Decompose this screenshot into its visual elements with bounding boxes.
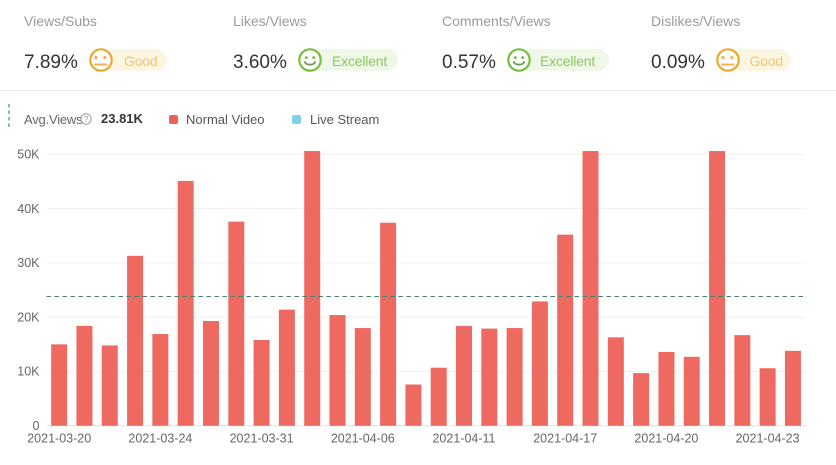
svg-text:2021-04-17: 2021-04-17: [533, 432, 597, 446]
svg-text:2021-04-20: 2021-04-20: [634, 432, 698, 446]
svg-text:2021-03-31: 2021-03-31: [230, 432, 294, 446]
svg-text:20K: 20K: [17, 310, 40, 324]
svg-text:0: 0: [33, 419, 40, 433]
svg-text:?: ?: [84, 115, 89, 124]
svg-text:2021-03-20: 2021-03-20: [27, 432, 91, 446]
svg-text:2021-04-23: 2021-04-23: [736, 432, 800, 446]
svg-text:2021-04-06: 2021-04-06: [331, 432, 395, 446]
svg-text:40K: 40K: [17, 202, 40, 216]
svg-text:10K: 10K: [17, 365, 40, 379]
svg-text:2021-03-24: 2021-03-24: [128, 432, 192, 446]
svg-text:30K: 30K: [17, 256, 40, 270]
svg-text:2021-04-11: 2021-04-11: [432, 432, 495, 446]
svg-text:50K: 50K: [17, 148, 40, 162]
